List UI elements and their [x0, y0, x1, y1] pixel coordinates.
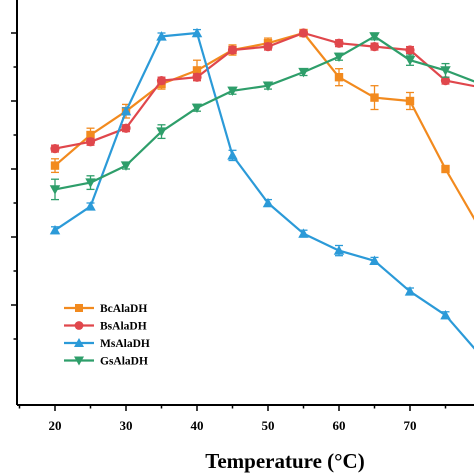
data-point — [85, 137, 96, 147]
legend-label: MsAlaDH — [100, 338, 150, 350]
data-point — [227, 150, 238, 160]
data-point — [298, 67, 309, 78]
series-gsaladh — [49, 32, 474, 201]
legend-item-gsaladh: GsAlaDH — [64, 356, 148, 368]
data-point — [333, 245, 345, 255]
legend-label: BsAlaDH — [100, 321, 147, 333]
data-point — [50, 143, 60, 154]
legend-marker — [74, 338, 84, 347]
x-tick-label: 30 — [120, 418, 133, 433]
legend-marker — [75, 304, 83, 312]
data-point — [404, 286, 416, 296]
data-point — [334, 38, 344, 48]
axes: 20 30 40 50 60 70 — [11, 0, 474, 433]
data-point — [262, 81, 274, 91]
data-point — [191, 103, 203, 114]
x-tick-label: 70 — [404, 418, 417, 433]
legend-label: GsAlaDH — [100, 356, 148, 368]
data-point — [156, 31, 167, 41]
x-tick-label: 20 — [49, 418, 62, 433]
data-point — [369, 41, 380, 52]
series-bsaladh — [50, 28, 474, 154]
x-tick-label: 50 — [262, 418, 275, 433]
data-point — [120, 161, 132, 171]
data-point — [370, 93, 379, 102]
data-point — [121, 123, 131, 133]
data-point — [227, 86, 238, 97]
data-point — [298, 28, 309, 38]
data-point — [263, 41, 273, 52]
data-point — [440, 75, 451, 86]
data-point — [49, 185, 61, 195]
data-point — [440, 66, 451, 76]
data-point — [298, 228, 309, 238]
data-point — [333, 52, 345, 63]
data-point — [85, 201, 96, 211]
data-point — [85, 178, 96, 188]
data-point — [120, 105, 132, 116]
plot-area — [49, 27, 474, 350]
data-point — [262, 197, 274, 208]
legend-label: BcAlaDH — [100, 303, 147, 315]
series-msaladh — [49, 27, 474, 350]
data-point — [191, 27, 203, 38]
data-point — [156, 75, 167, 86]
legend-item-msaladh: MsAlaDH — [64, 338, 150, 350]
x-axis-title: Temperature (°C) — [205, 449, 364, 473]
data-point — [405, 45, 415, 55]
data-point — [405, 96, 415, 106]
data-point — [369, 32, 380, 42]
legend-item-bcaladh: BcAlaDH — [64, 303, 147, 315]
data-point — [49, 224, 61, 235]
data-point — [227, 45, 238, 55]
data-point — [441, 164, 450, 174]
data-point — [192, 66, 202, 75]
legend-item-bsaladh: BsAlaDH — [64, 321, 147, 333]
x-tick-label: 60 — [333, 418, 346, 433]
legend: BcAlaDH BsAlaDH MsAlaDH GsAlaDH — [64, 303, 150, 368]
data-point — [156, 127, 167, 137]
legend-marker — [74, 356, 84, 366]
data-point — [404, 56, 416, 66]
data-point — [192, 72, 202, 82]
data-point — [440, 309, 451, 320]
data-point — [334, 73, 344, 82]
data-point — [50, 161, 60, 170]
x-tick-label: 40 — [191, 418, 204, 433]
data-point — [86, 130, 95, 140]
legend-marker — [74, 321, 84, 330]
data-point — [369, 255, 380, 265]
